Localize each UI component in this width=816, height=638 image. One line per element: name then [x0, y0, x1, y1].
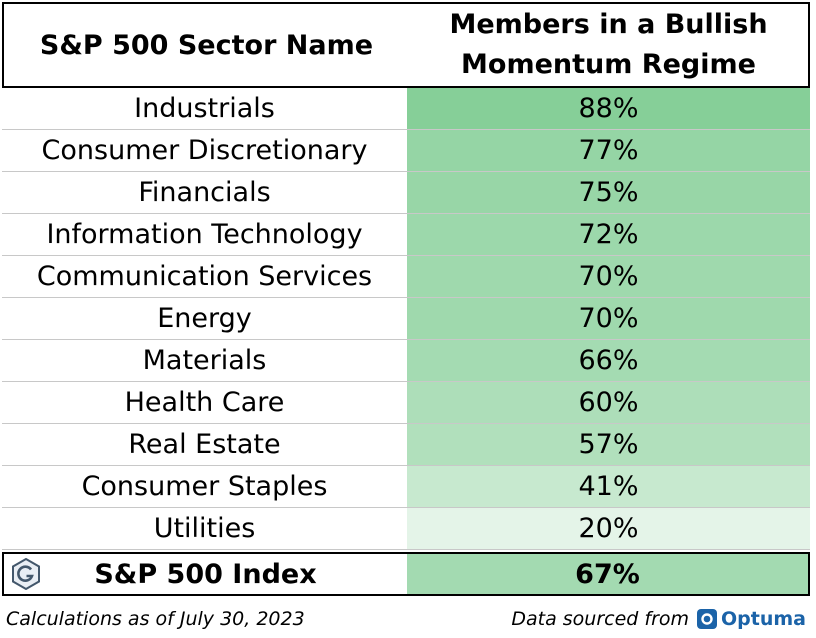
index-name: S&P 500 Index — [94, 558, 317, 590]
sector-name: Real Estate — [128, 429, 281, 460]
index-value: 67% — [407, 554, 808, 594]
header-sector-name: S&P 500 Sector Name — [39, 29, 374, 61]
sector-name: Industrials — [134, 93, 275, 124]
header-members-line1: Members in a Bullish — [449, 9, 768, 40]
calc-date-note: Calculations as of July 30, 2023 — [6, 608, 305, 630]
table-row: Information Technology 72% — [2, 214, 810, 256]
table-header: S&P 500 Sector Name Members in a Bullish… — [2, 2, 810, 88]
data-source-label: Data sourced from — [511, 608, 690, 630]
optuma-brand: Optuma — [721, 608, 806, 630]
sector-name: Energy — [157, 303, 252, 334]
sector-value: 60% — [407, 382, 810, 423]
index-row: S&P 500 Index 67% — [2, 552, 810, 596]
table-row: Energy 70% — [2, 298, 810, 340]
sector-name: Materials — [142, 345, 267, 376]
sector-value: 88% — [407, 88, 810, 129]
sector-name: Consumer Discretionary — [41, 135, 368, 166]
sector-value: 57% — [407, 424, 810, 465]
sector-value: 70% — [407, 298, 810, 339]
table-row: Consumer Discretionary 77% — [2, 130, 810, 172]
sector-value: 41% — [407, 466, 810, 507]
table-row: Consumer Staples 41% — [2, 466, 810, 508]
table-row: Materials 66% — [2, 340, 810, 382]
sector-name: Information Technology — [46, 219, 363, 250]
sector-name: Consumer Staples — [81, 471, 328, 502]
header-members-line2: Momentum Regime — [461, 49, 756, 80]
sector-value: 77% — [407, 130, 810, 171]
table-row: Industrials 88% — [2, 88, 810, 130]
index-name-cell: S&P 500 Index — [4, 554, 407, 594]
sector-value: 20% — [407, 508, 810, 549]
table-row: Health Care 60% — [2, 382, 810, 424]
table-row: Utilities 20% — [2, 508, 810, 550]
sector-name: Health Care — [124, 387, 285, 418]
sector-value: 66% — [407, 340, 810, 381]
data-source-note: Data sourced from Optuma — [511, 608, 806, 630]
header-members-bullish: Members in a Bullish Momentum Regime — [409, 4, 808, 86]
table-row: Real Estate 57% — [2, 424, 810, 466]
sector-value: 75% — [407, 172, 810, 213]
sector-name: Communication Services — [36, 261, 373, 292]
sector-name: Financials — [138, 177, 271, 208]
footer: Calculations as of July 30, 2023 Data so… — [6, 606, 806, 634]
sector-value: 70% — [407, 256, 810, 297]
sector-name: Utilities — [153, 513, 256, 544]
table-row: Financials 75% — [2, 172, 810, 214]
sector-momentum-table: S&P 500 Sector Name Members in a Bullish… — [2, 2, 810, 596]
hexagon-g-logo-icon — [12, 558, 40, 590]
optuma-logo-icon — [697, 609, 718, 629]
sector-value: 72% — [407, 214, 810, 255]
table-body: Industrials 88% Consumer Discretionary 77% F… — [2, 88, 810, 550]
table-row: Communication Services 70% — [2, 256, 810, 298]
